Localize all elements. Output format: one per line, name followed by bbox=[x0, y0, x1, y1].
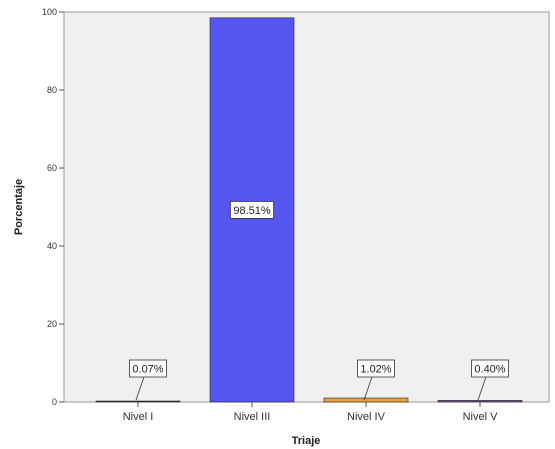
data-label-leader bbox=[477, 376, 487, 401]
x-axis-title: Triaje bbox=[292, 435, 321, 447]
y-tick-label: 60 bbox=[47, 163, 57, 173]
data-label-box bbox=[229, 201, 274, 219]
data-label-box bbox=[357, 359, 395, 378]
y-tick-label: 0 bbox=[52, 397, 57, 407]
data-label-leader bbox=[135, 376, 145, 401]
bar bbox=[323, 397, 409, 403]
data-label-box bbox=[129, 359, 167, 378]
y-axis-title: Porcentaje bbox=[13, 179, 25, 235]
x-axis: Nivel I Nivel III Nivel IV Nivel V bbox=[123, 402, 498, 423]
data-label: 98.51% bbox=[233, 205, 271, 217]
x-tick-label: Nivel V bbox=[463, 411, 499, 423]
y-tick-label: 20 bbox=[47, 319, 57, 329]
y-tick-label: 40 bbox=[47, 241, 57, 251]
data-label-leader bbox=[363, 376, 373, 401]
x-tick-label: Nivel I bbox=[123, 411, 154, 423]
y-tick-label: 100 bbox=[42, 7, 57, 17]
x-tick-label: Nivel III bbox=[234, 411, 271, 423]
data-labels: 0.07% 98.51% 1.02% 0.40% bbox=[129, 201, 509, 401]
y-tick-label: 80 bbox=[47, 85, 57, 95]
plot-area bbox=[63, 11, 550, 403]
data-label-box bbox=[471, 359, 509, 378]
data-label: 1.02% bbox=[360, 364, 391, 376]
data-label: 0.07% bbox=[132, 364, 163, 376]
bar bbox=[437, 400, 523, 403]
y-axis: 0 20 40 60 80 100 bbox=[42, 7, 64, 407]
data-label: 0.40% bbox=[474, 364, 505, 376]
bar bbox=[95, 400, 181, 403]
x-tick-label: Nivel IV bbox=[347, 411, 386, 423]
